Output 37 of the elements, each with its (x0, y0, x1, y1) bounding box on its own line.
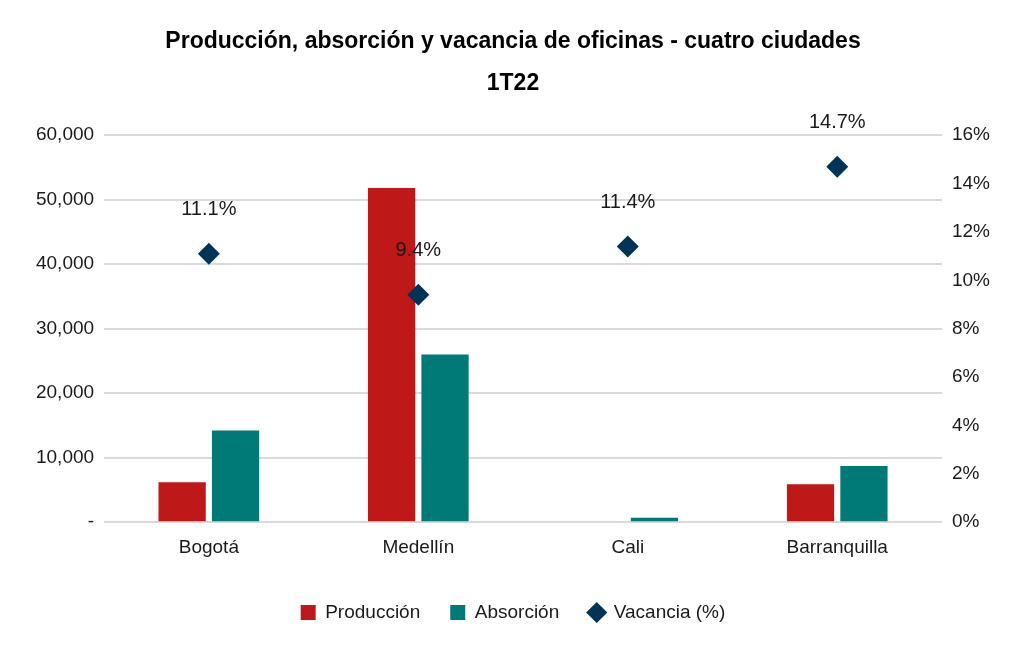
x-tick-label: Barranquilla (786, 535, 889, 557)
y2-tick-label: 2% (951, 462, 980, 484)
bar (421, 354, 469, 522)
y-tick-label: 40,000 (35, 252, 95, 274)
x-tick-label: Bogotá (178, 535, 240, 557)
legend-label: Producción (325, 600, 421, 622)
data-label: 11.1% (181, 197, 237, 220)
y-tick-label: 50,000 (35, 187, 95, 209)
legend-label: Absorción (474, 600, 560, 622)
point (197, 242, 220, 265)
x-tick-label: Cali (611, 535, 645, 557)
y-tick-label: 10,000 (35, 445, 95, 467)
y2-tick-label: 0% (951, 510, 980, 532)
y-tick-label: 20,000 (35, 381, 95, 403)
data-label: 14.7% (808, 110, 866, 133)
y2-tick-label: 4% (951, 413, 980, 435)
point (407, 283, 430, 306)
y-tick-label: 30,000 (35, 316, 95, 338)
point (826, 155, 849, 178)
x-tick-label: Medellín (382, 535, 455, 557)
y2-tick-label: 14% (951, 171, 991, 193)
y2-tick-label: 6% (951, 365, 980, 387)
chart-subtitle: 1T22 (486, 68, 540, 95)
bar (840, 466, 888, 522)
y2-tick-label: 8% (951, 316, 980, 338)
legend-label: Vacancia (%) (613, 600, 726, 622)
bar (158, 482, 206, 522)
bar (786, 484, 835, 522)
bar (211, 430, 260, 522)
y2-tick-label: 12% (951, 220, 991, 242)
data-label: 11.4% (600, 189, 656, 212)
y2-tick-label: 16% (951, 123, 991, 145)
chart-title: Producción, absorción y vacancia de oficinas - cuatro ciudades (165, 27, 861, 54)
point (616, 235, 639, 258)
y-tick-label: - (87, 510, 95, 532)
y2-tick-label: 10% (951, 268, 991, 290)
y-tick-label: 60,000 (35, 123, 95, 145)
